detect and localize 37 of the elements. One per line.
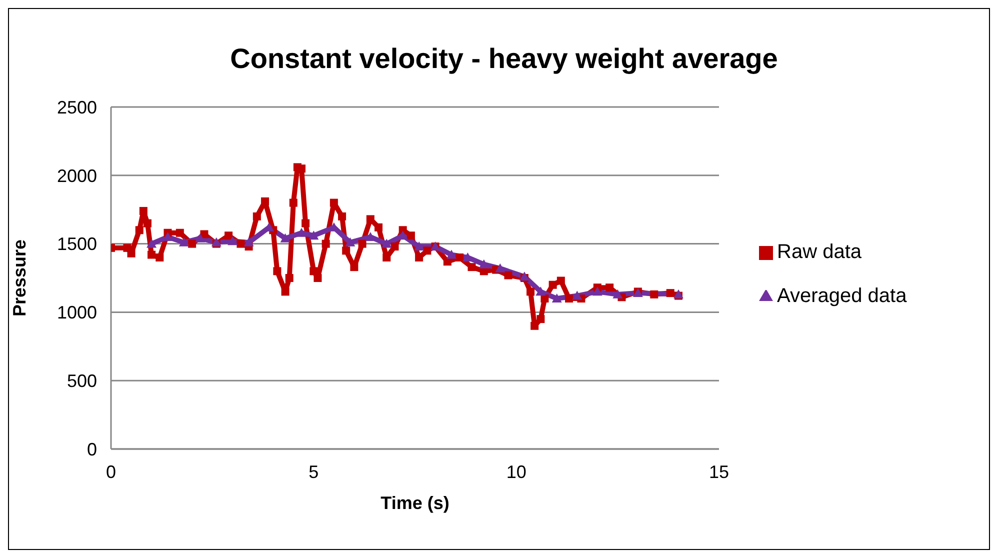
point xyxy=(244,237,254,246)
x-tick-label: 15 xyxy=(708,462,730,482)
point xyxy=(345,237,356,246)
legend-label: Averaged data xyxy=(777,285,907,307)
y-tick-label: 2000 xyxy=(56,166,97,186)
point xyxy=(296,228,307,237)
y-tick-label: 1000 xyxy=(56,302,97,323)
point xyxy=(382,238,392,248)
point xyxy=(308,230,319,240)
point xyxy=(519,272,530,281)
point xyxy=(146,238,157,248)
point xyxy=(478,259,489,268)
point xyxy=(612,289,623,298)
x-tick-label: 10 xyxy=(506,462,526,482)
point xyxy=(228,236,238,246)
y-tick-label: 1500 xyxy=(56,234,97,254)
y-axis-title: Pressure xyxy=(9,239,30,317)
point xyxy=(178,237,189,246)
point xyxy=(446,250,456,259)
chart-title: Constant velocity - heavy weight average xyxy=(229,43,779,75)
point xyxy=(211,237,222,246)
point xyxy=(572,290,582,300)
point xyxy=(280,233,290,242)
y-tick-label: 500 xyxy=(66,370,97,391)
x-axis-title: Time (s) xyxy=(380,493,450,513)
point xyxy=(536,286,546,296)
point xyxy=(495,263,506,272)
y-tick-label: 0 xyxy=(86,439,97,460)
y-tick-label: 2500 xyxy=(56,97,97,118)
point xyxy=(673,289,684,298)
legend-label: Raw data xyxy=(777,241,862,263)
point xyxy=(592,286,602,296)
point xyxy=(414,242,424,251)
point xyxy=(552,294,562,303)
x-tick-label: 5 xyxy=(308,462,319,482)
point xyxy=(195,233,206,242)
x-tick-label: 0 xyxy=(106,462,116,482)
